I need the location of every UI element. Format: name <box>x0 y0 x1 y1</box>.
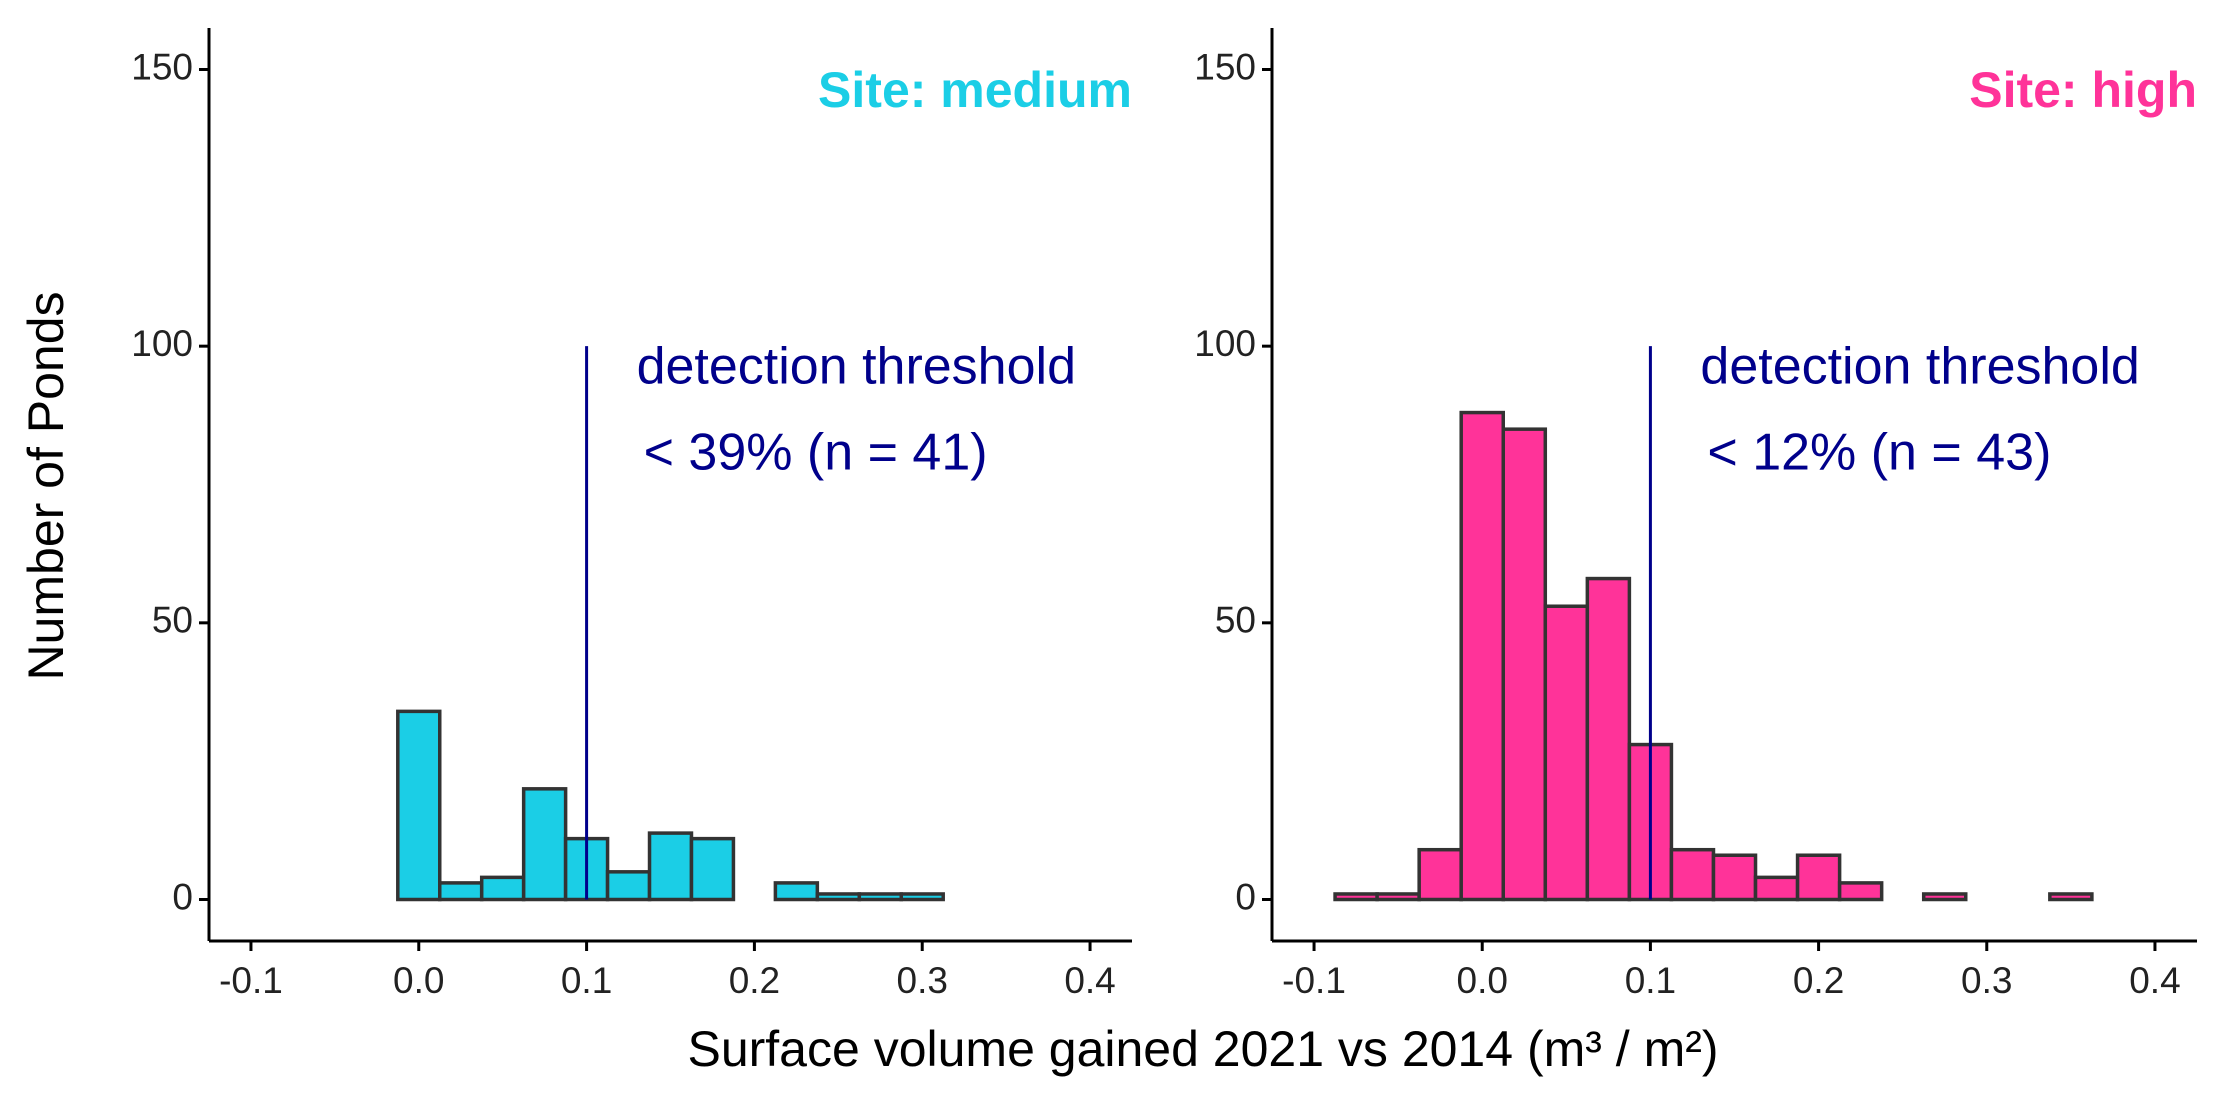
x-tick-label: 0.1 <box>561 960 612 1001</box>
bar <box>1669 847 1716 902</box>
bar <box>815 892 862 902</box>
bar <box>521 787 568 902</box>
x-tick-label: -0.1 <box>219 960 283 1001</box>
panel-title: Site: medium <box>818 62 1132 118</box>
x-tick-label: 0.0 <box>393 960 444 1001</box>
bar <box>773 881 820 902</box>
y-tick-label: 50 <box>1215 600 1256 641</box>
annotation: < 12% (n = 43) <box>1707 424 2051 482</box>
y-tick-label: 150 <box>1194 46 1256 87</box>
annotation: < 39% (n = 41) <box>644 424 988 482</box>
bar <box>1585 576 1632 902</box>
x-tick-label: 0.3 <box>897 960 948 1001</box>
bar <box>605 870 652 902</box>
bar <box>1711 853 1758 902</box>
bar <box>1837 881 1884 902</box>
bar <box>479 875 526 902</box>
bar <box>1543 604 1590 902</box>
bar <box>1795 853 1842 902</box>
bar <box>899 892 945 902</box>
y-axis-label: Number of Ponds <box>18 291 74 680</box>
x-tick-label: 0.2 <box>729 960 780 1001</box>
bar <box>396 709 442 902</box>
annotation: detection threshold <box>637 338 1076 396</box>
x-axis-label: Surface volume gained 2021 vs 2014 (m³ /… <box>687 1021 1718 1077</box>
bar <box>2048 892 2094 902</box>
bar <box>1375 892 1421 902</box>
bar <box>647 831 694 902</box>
x-tick-label: 0.0 <box>1457 960 1508 1001</box>
bar <box>1333 892 1379 902</box>
bar <box>1417 847 1463 902</box>
x-tick-label: 0.1 <box>1625 960 1676 1001</box>
y-tick-label: 100 <box>131 323 193 364</box>
x-tick-label: -0.1 <box>1282 960 1346 1001</box>
annotation: detection threshold <box>1700 338 2139 396</box>
y-tick-label: 100 <box>1194 323 1256 364</box>
bar <box>1921 892 1968 902</box>
panel-title: Site: high <box>1969 62 2197 118</box>
y-tick-label: 50 <box>152 600 193 641</box>
bar <box>689 836 736 902</box>
bar <box>1459 410 1506 902</box>
x-tick-label: 0.4 <box>2129 960 2180 1001</box>
x-tick-label: 0.3 <box>1961 960 2012 1001</box>
bar <box>438 881 484 902</box>
y-tick-label: 0 <box>1235 876 1256 917</box>
y-tick-label: 0 <box>172 876 193 917</box>
x-tick-label: 0.4 <box>1064 960 1115 1001</box>
bar <box>1501 427 1548 902</box>
bar <box>857 892 904 902</box>
y-tick-label: 150 <box>131 46 193 87</box>
x-tick-label: 0.2 <box>1793 960 1844 1001</box>
bar <box>1753 875 1800 902</box>
